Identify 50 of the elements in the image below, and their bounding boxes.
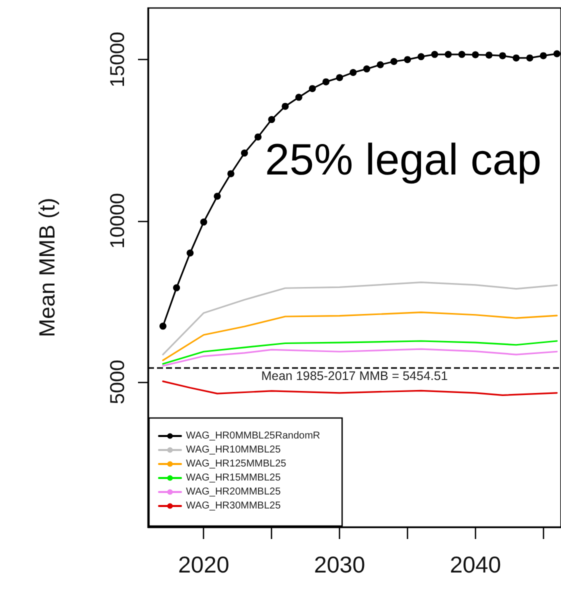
point	[376, 61, 384, 68]
ref-line-label: Mean 1985-2017 MMB = 5454.51	[261, 368, 448, 383]
point	[553, 50, 560, 58]
point	[214, 192, 221, 200]
point	[336, 74, 344, 82]
line-series	[162, 312, 558, 362]
point	[472, 51, 479, 58]
line-series	[162, 340, 558, 365]
point	[444, 50, 452, 58]
point	[227, 170, 234, 178]
point	[540, 52, 547, 60]
point	[458, 50, 466, 58]
point	[431, 50, 438, 58]
point	[404, 56, 411, 64]
point	[486, 52, 492, 59]
annotation: 25% legal cap	[265, 136, 542, 184]
legend-label: WAG_HR125MMBL25	[186, 458, 287, 470]
legend-label: WAG_HR30MMBL25	[186, 500, 282, 512]
y-tick-label: 15000	[107, 32, 129, 88]
legend-label: WAG_HR15MMBL25	[186, 472, 282, 484]
y-tick-label: 5000	[107, 360, 129, 404]
point	[240, 150, 248, 157]
line-series	[162, 380, 558, 396]
point	[363, 65, 370, 72]
legend-label: WAG_HR0MMBL25RandomR	[186, 430, 320, 442]
point	[186, 249, 194, 256]
point	[499, 52, 506, 60]
point	[159, 322, 166, 330]
point	[322, 78, 330, 86]
legend-label: WAG_HR10MMBL25	[186, 444, 282, 456]
point	[390, 58, 398, 66]
line-series	[162, 348, 558, 367]
x-tick-label: 2030	[314, 552, 366, 578]
point	[173, 284, 180, 292]
point	[282, 102, 289, 110]
point	[418, 53, 425, 60]
point	[308, 85, 316, 92]
point	[526, 54, 534, 62]
legend-label: WAG_HR20MMBL25	[186, 486, 282, 498]
y-axis-title: Mean MMB (t)	[34, 198, 60, 338]
point	[350, 68, 357, 76]
point	[512, 54, 520, 62]
point	[254, 133, 262, 140]
x-tick-label: 2020	[178, 552, 230, 578]
point	[200, 218, 208, 226]
point	[268, 116, 276, 124]
point	[295, 94, 302, 101]
line-series	[162, 282, 558, 356]
x-tick-label: 2040	[450, 552, 501, 578]
y-tick-label: 10000	[107, 192, 129, 249]
